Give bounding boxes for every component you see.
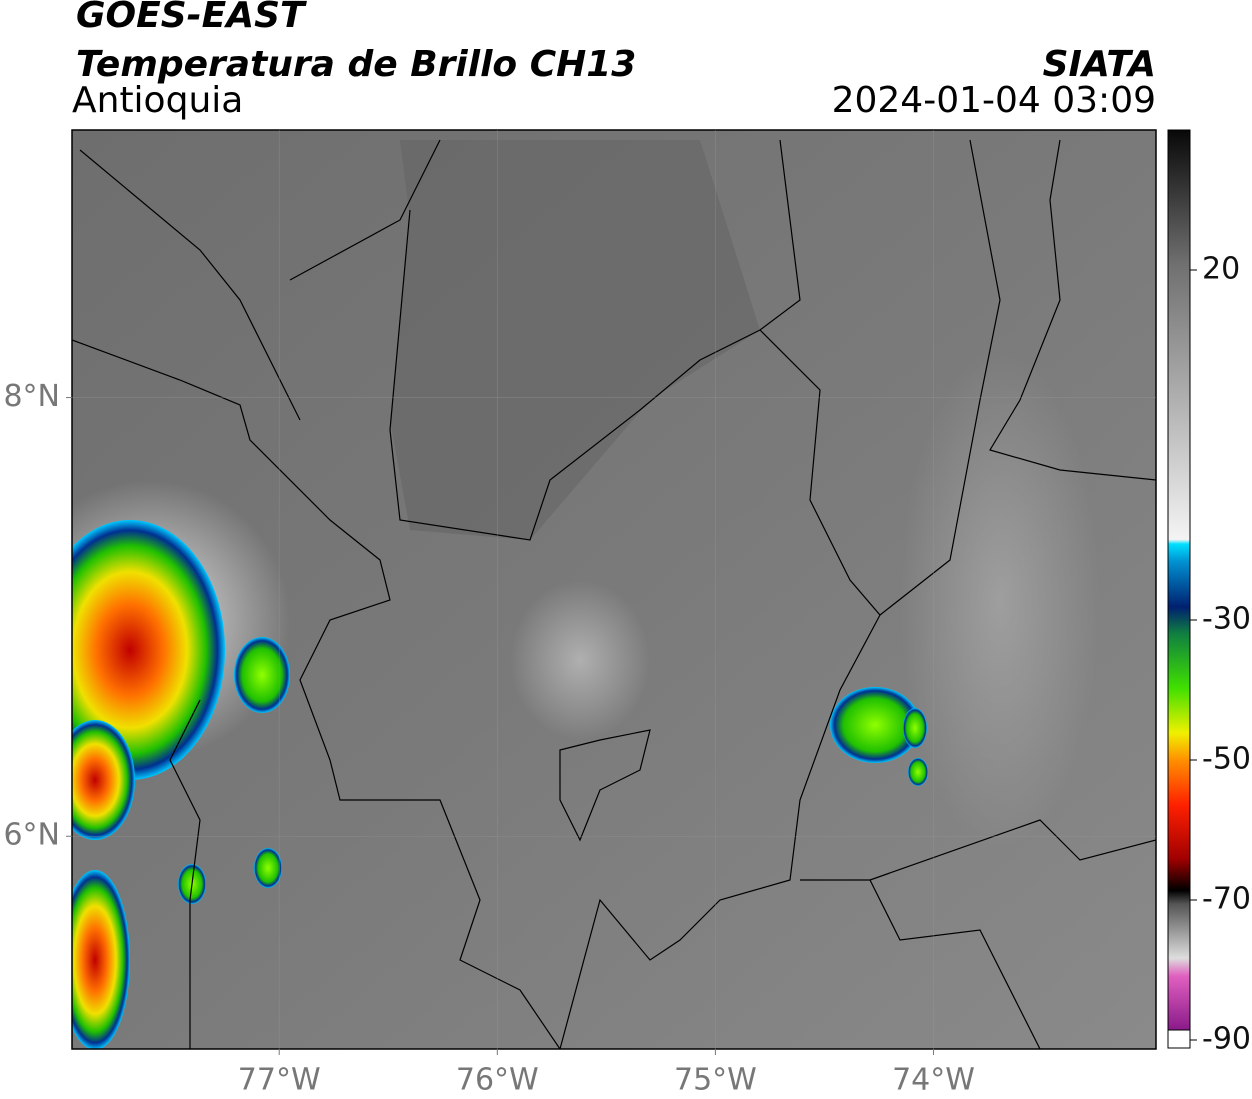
- timestamp: 2024-01-04 03:09: [832, 80, 1156, 121]
- colorbar-tick-label: -30: [1202, 602, 1251, 637]
- region: Antioquia: [72, 80, 243, 121]
- colorbar-tick-label: -70: [1202, 882, 1251, 917]
- colorbar-tick-label: -90: [1202, 1022, 1251, 1057]
- satellite-image: [72, 130, 1156, 1049]
- colorbar-tick-label: 20: [1202, 252, 1240, 287]
- title: GOES-EAST: [76, 0, 307, 36]
- source: SIATA: [1043, 44, 1156, 85]
- x-tick-label: 76°W: [456, 1063, 539, 1098]
- y-tick-label: 6°N: [3, 818, 60, 853]
- map-frame: [71, 129, 1157, 1050]
- x-tick-label: 77°W: [238, 1063, 321, 1098]
- colorbar-tick-label: -50: [1202, 742, 1251, 777]
- y-tick-label: 8°N: [3, 379, 60, 414]
- subtitle: Temperatura de Brillo CH13: [76, 44, 636, 85]
- colorbar-extend: [1167, 1029, 1191, 1049]
- colorbar: [1167, 129, 1191, 1031]
- x-tick-label: 75°W: [674, 1063, 757, 1098]
- x-tick-label: 74°W: [892, 1063, 975, 1098]
